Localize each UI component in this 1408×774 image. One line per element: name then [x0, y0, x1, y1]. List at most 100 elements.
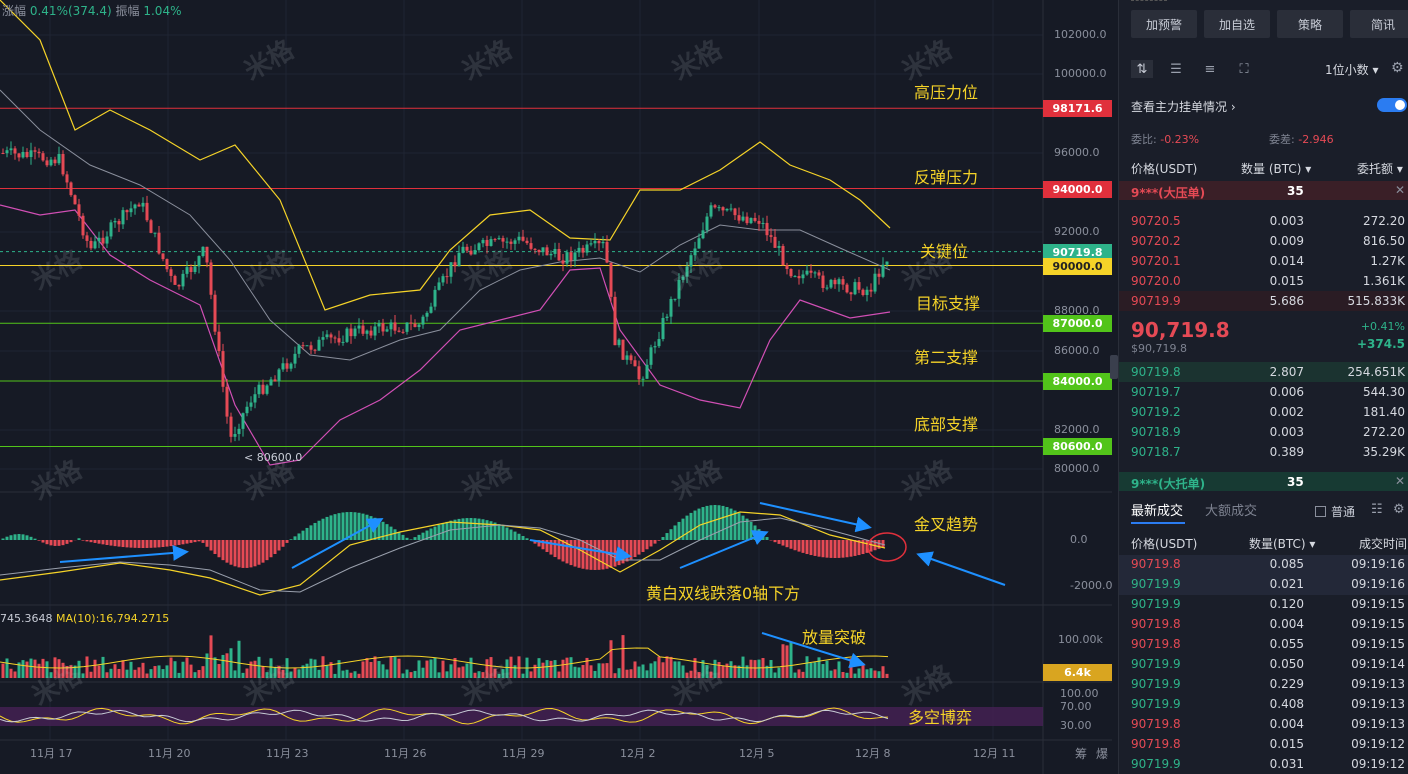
ask-row[interactable]: 90720.1 0.014 1.27K	[1119, 251, 1408, 271]
rsi-axis-label: 100.00	[1060, 687, 1099, 700]
ob-header-amount-label: 委托额	[1357, 162, 1394, 176]
ask-amount: 1.27K	[1370, 254, 1405, 268]
level-price-tag: 84000.0	[1043, 373, 1112, 390]
trade-time: 09:19:14	[1351, 657, 1405, 671]
orderbook-expand-icon[interactable]: ⛶	[1239, 61, 1249, 77]
rsi-annotation: 多空博弈	[908, 708, 973, 727]
annotation-arrow	[759, 502, 872, 533]
change-value: 0.41%(374.4)	[29, 4, 112, 18]
bid-ask-ratio: 委比: -0.23%	[1131, 131, 1199, 147]
trade-qty: 0.229	[1269, 677, 1304, 691]
add-alert-button[interactable]: 加预警	[1131, 10, 1197, 38]
bid-price: 90719.2	[1131, 405, 1181, 419]
close-icon[interactable]: ✕	[1395, 474, 1406, 488]
level-label: 反弹压力	[914, 167, 979, 187]
main-orders-link[interactable]: 查看主力挂单情况 ›	[1131, 100, 1236, 114]
trade-price: 90719.9	[1131, 757, 1181, 771]
date-axis-label: 11月 23	[266, 747, 309, 760]
price-axis-label: 92000.0	[1054, 225, 1100, 238]
trade-price: 90719.8	[1131, 717, 1181, 731]
bid-row[interactable]: 90718.7 0.389 35.29K	[1119, 442, 1408, 462]
ask-price: 90720.0	[1131, 274, 1181, 288]
date-axis-label: 11月 26	[384, 747, 427, 760]
level-label: 目标支撑	[916, 294, 981, 314]
big-ask-bar[interactable]: 9***(大压单) 35 ✕	[1119, 181, 1408, 200]
close-icon[interactable]: ✕	[1395, 183, 1406, 197]
ratio-value: -0.23%	[1160, 133, 1200, 146]
trade-price: 90719.8	[1131, 617, 1181, 631]
ask-row[interactable]: 90720.5 0.003 272.20	[1119, 211, 1408, 231]
trade-row: 90719.8 0.055 09:19:15	[1119, 635, 1408, 655]
big-bid-bar[interactable]: 9***(大托单) 35 ✕	[1119, 472, 1408, 491]
annotation-arrow	[679, 530, 769, 569]
bid-price: 90719.7	[1131, 385, 1181, 399]
order-panel: 加预警 加自选 策略 简讯 ⇅ ☰ ≡ ⛶ 1位小数 ▾ ⚙ 查看主力挂单情况 …	[1118, 0, 1408, 774]
tab-latest-trades[interactable]: 最新成交	[1131, 504, 1184, 519]
trades-header-qty[interactable]: 数量(BTC) ▾	[1249, 537, 1316, 551]
orderbook-both-icon[interactable]: ⇅	[1131, 60, 1153, 78]
trades-settings-icon[interactable]: ⚙	[1393, 502, 1405, 517]
bid-row[interactable]: 90718.9 0.003 272.20	[1119, 422, 1408, 442]
change-percent: +0.41%	[1360, 320, 1405, 333]
amplitude-label: 振幅	[115, 4, 140, 18]
ask-price: 90720.2	[1131, 234, 1181, 248]
diff-label: 委差:	[1269, 133, 1295, 146]
ask-amount: 515.833K	[1347, 294, 1406, 308]
ask-qty: 0.009	[1269, 234, 1304, 248]
ask-qty: 0.003	[1269, 214, 1304, 228]
change-absolute: +374.5	[1356, 337, 1405, 351]
ob-header-qty[interactable]: 数量 (BTC) ▾	[1241, 162, 1312, 176]
ask-row[interactable]: 90720.2 0.009 816.50	[1119, 231, 1408, 251]
trade-time: 09:19:13	[1351, 717, 1405, 731]
date-axis-label: 12月 8	[855, 747, 891, 760]
panel-collapse-handle[interactable]	[1110, 355, 1118, 379]
trade-qty: 0.004	[1269, 617, 1304, 631]
trade-time: 09:19:15	[1351, 597, 1405, 611]
decimal-value: 1位小数	[1325, 63, 1369, 77]
low-price-value: 80600.0	[256, 451, 303, 464]
checkbox-box[interactable]	[1315, 506, 1326, 517]
trade-time: 09:19:13	[1351, 697, 1405, 711]
ask-qty: 0.015	[1269, 274, 1304, 288]
settings-icon[interactable]: ⚙	[1391, 60, 1404, 76]
ma-label-prefix: 745.3648	[0, 612, 53, 625]
filter-icon[interactable]: ☷	[1371, 502, 1383, 517]
ask-price: 90720.5	[1131, 214, 1181, 228]
bid-amount: 272.20	[1363, 425, 1405, 439]
orderbook-bids-icon[interactable]: ☰	[1170, 61, 1182, 77]
normal-checkbox[interactable]: 普通	[1315, 503, 1355, 520]
chip-distribution-icon[interactable]: 筹	[1075, 747, 1088, 761]
tab-large-trades[interactable]: 大额成交	[1205, 504, 1258, 519]
bid-qty: 0.003	[1269, 425, 1304, 439]
trade-row: 90719.8 0.085 09:19:16	[1119, 555, 1408, 575]
ask-row[interactable]: 90719.9 5.686 515.833K	[1119, 291, 1408, 311]
ratio-label: 委比:	[1131, 133, 1157, 146]
volume-annotation: 放量突破	[802, 628, 867, 647]
ask-price: 90719.9	[1131, 294, 1181, 308]
annotation-arrow	[291, 518, 384, 569]
bid-price: 90718.9	[1131, 425, 1181, 439]
trade-qty: 0.031	[1269, 757, 1304, 771]
trade-price: 90719.9	[1131, 577, 1181, 591]
main-orders-toggle[interactable]	[1377, 98, 1407, 112]
price-axis-label: 82000.0	[1054, 423, 1100, 436]
strategy-button[interactable]: 策略	[1277, 10, 1343, 38]
trade-price: 90719.9	[1131, 677, 1181, 691]
orderbook-asks-icon[interactable]: ≡	[1204, 61, 1216, 77]
ask-qty: 0.014	[1269, 254, 1304, 268]
add-watchlist-button[interactable]: 加自选	[1204, 10, 1270, 38]
bid-row[interactable]: 90719.8 2.807 254.651K	[1119, 362, 1408, 382]
trade-row: 90719.9 0.229 09:19:13	[1119, 675, 1408, 695]
ask-row[interactable]: 90720.0 0.015 1.361K	[1119, 271, 1408, 291]
decimal-select[interactable]: 1位小数 ▾	[1325, 63, 1379, 77]
trade-price: 90719.9	[1131, 657, 1181, 671]
bid-row[interactable]: 90719.2 0.002 181.40	[1119, 402, 1408, 422]
bid-row[interactable]: 90719.7 0.006 544.30	[1119, 382, 1408, 402]
ob-header-amount[interactable]: 委托额 ▾	[1357, 162, 1403, 176]
price-axis-label: 100000.0	[1054, 67, 1107, 80]
liquidation-icon[interactable]: 爆	[1096, 747, 1109, 761]
candlestick-chart[interactable]	[0, 0, 1112, 774]
news-button[interactable]: 简讯	[1350, 10, 1408, 38]
ask-amount: 816.50	[1363, 234, 1405, 248]
